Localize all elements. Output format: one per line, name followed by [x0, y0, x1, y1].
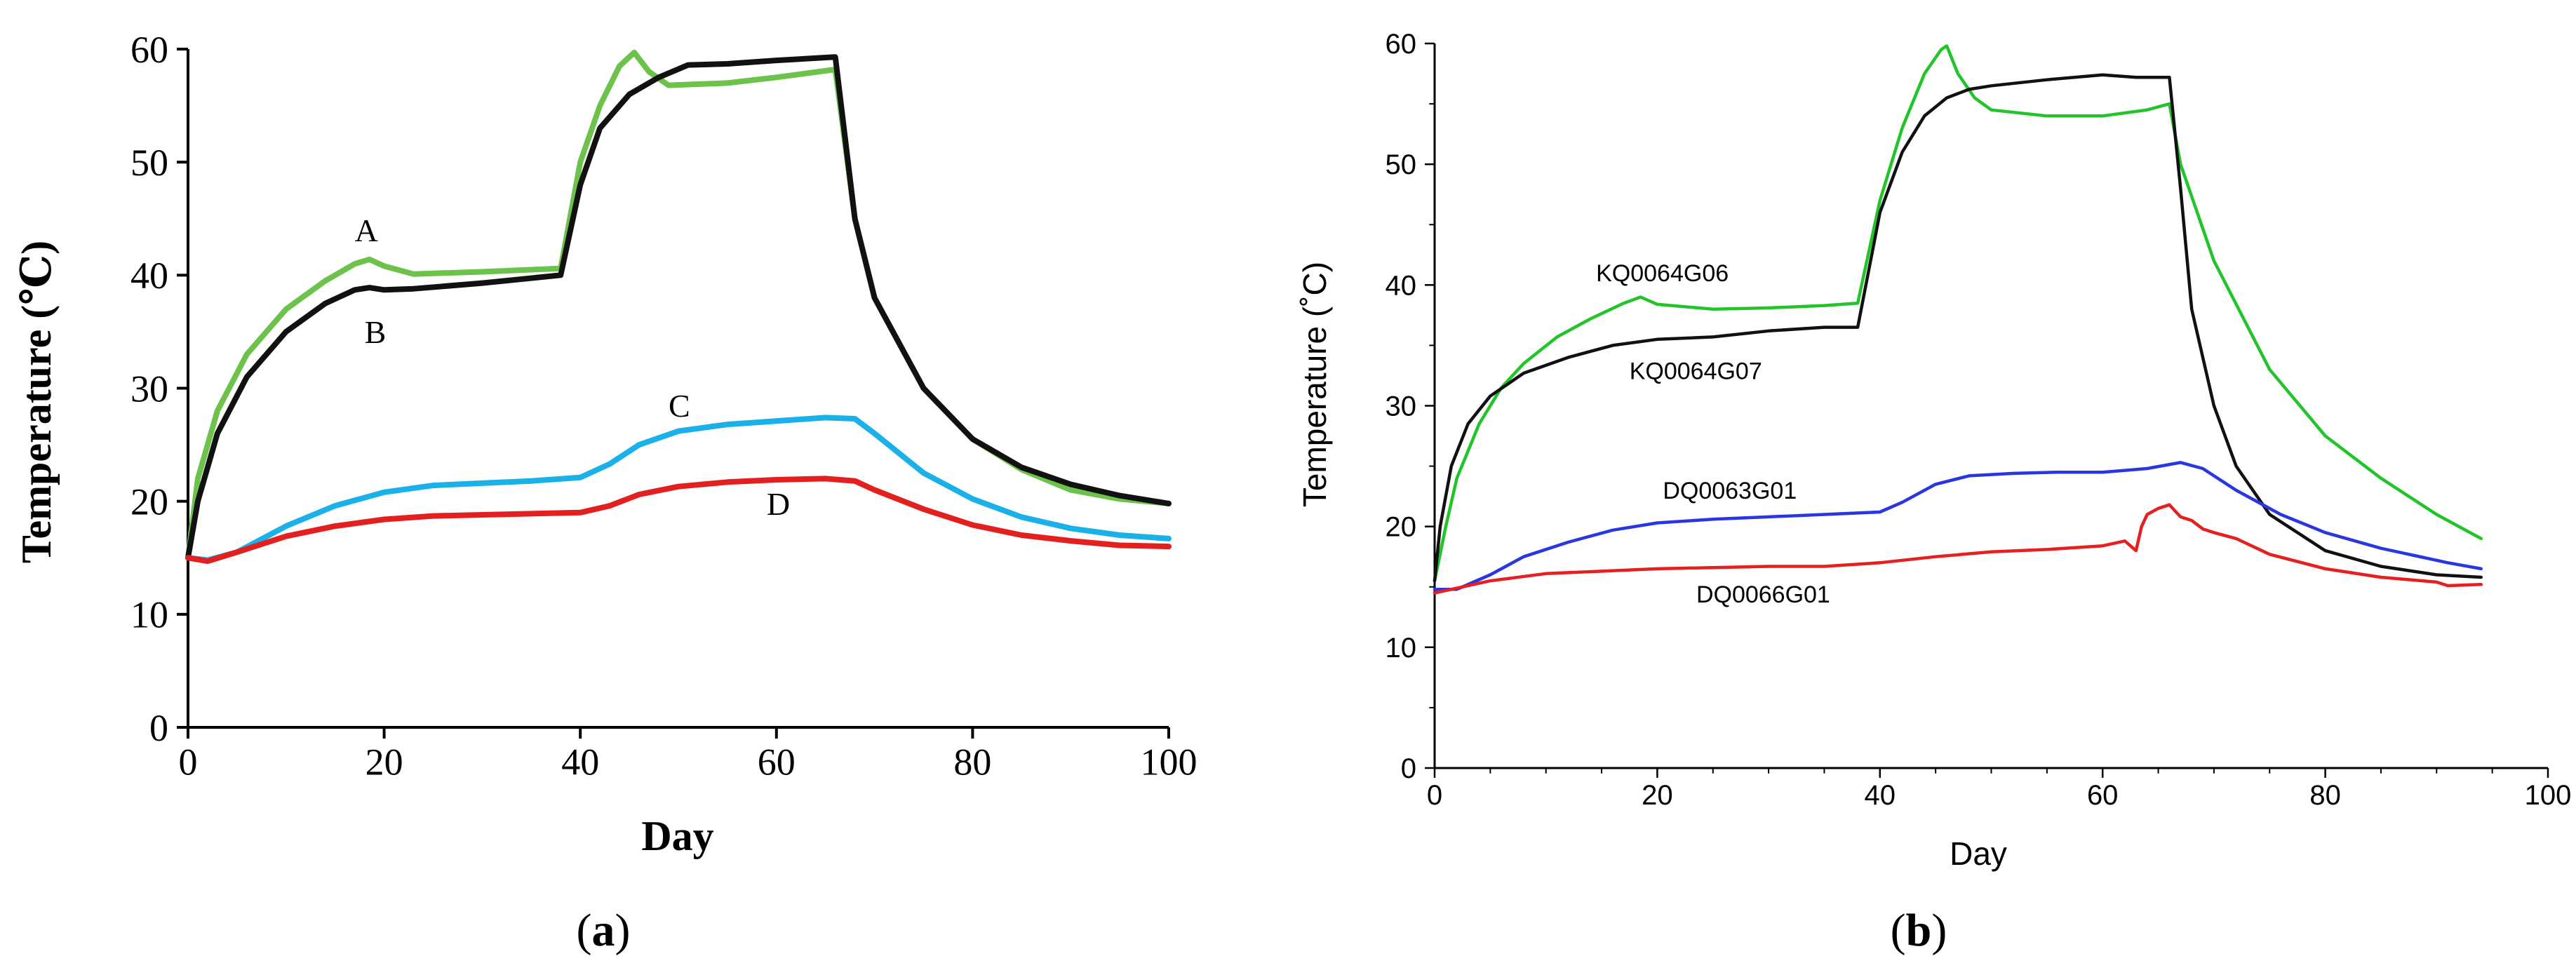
panel-a-series-d — [185, 476, 1172, 565]
panel-a-annotation-b: B — [365, 314, 387, 350]
panel-a-y-tick-label: 30 — [130, 368, 168, 410]
panel-a-y-tick-label: 40 — [130, 255, 168, 297]
panel-b-series-dq0063g01 — [1433, 461, 2483, 591]
panel-b-x-tick-label: 80 — [2309, 780, 2341, 811]
panel-a-x-tick-label: 60 — [758, 741, 796, 783]
panel-b-xlabel: Day — [1950, 835, 2007, 872]
panel-b-x-tick-label: 40 — [1865, 780, 1896, 811]
panel-b-x-tick-label: 0 — [1427, 780, 1442, 811]
panel-b-ylabel: Temperature (˚C) — [1296, 262, 1333, 507]
panel-b-x-tick-label: 60 — [2087, 780, 2119, 811]
panel-a-label: (a) — [577, 905, 631, 956]
panel-a-xlabel: Day — [641, 813, 713, 859]
panel-a-y-tick-label: 10 — [130, 594, 168, 636]
panel-a-annotations: A B C D — [355, 213, 790, 522]
panel-b-x-tick-label: 100 — [2525, 780, 2572, 811]
panel-b-annotation-kq0064g07: KQ0064G07 — [1630, 358, 1762, 385]
panel-a-annotation-a: A — [355, 213, 378, 248]
panel-a-x-tick-label: 100 — [1141, 741, 1198, 783]
panel-b-annotations: KQ0064G06 KQ0064G07 DQ0063G01 DQ0066G01 — [1596, 260, 1830, 608]
panel-b-y-tick-label: 10 — [1386, 633, 1417, 664]
panel-b-axes: 0 20 40 60 80 100 0 10 20 30 40 50 60 — [1386, 29, 2572, 811]
panel-a-chart: 0 20 40 60 80 100 0 10 20 30 40 50 60 A B C D Day Tempe… — [13, 29, 1198, 956]
panel-b-x-tick-label: 20 — [1642, 780, 1673, 811]
panel-a-y-tick-label: 50 — [130, 142, 168, 184]
panel-a-x-tick-label: 80 — [953, 741, 991, 783]
panel-a-series-a — [185, 49, 1172, 561]
panel-a-series — [185, 49, 1172, 565]
panel-a-series-c — [185, 415, 1172, 563]
panel-b-y-tick-label: 20 — [1386, 512, 1417, 543]
panel-a-ylabel: Temperature (℃) — [13, 241, 60, 563]
panel-b-annotation-kq0064g06: KQ0064G06 — [1596, 260, 1729, 287]
panel-b-y-tick-label: 50 — [1386, 149, 1417, 180]
panel-b-y-tick-label: 60 — [1386, 29, 1417, 60]
panel-a-y-tick-label: 60 — [130, 29, 168, 71]
panel-b-y-tick-label: 30 — [1386, 391, 1417, 422]
panel-a-y-tick-label: 0 — [149, 707, 168, 749]
panel-b-annotation-dq0066g01: DQ0066G01 — [1696, 581, 1830, 608]
panel-a-label-letter: a — [592, 905, 615, 956]
panel-b-series — [1433, 44, 2483, 595]
panel-b-series-kq0064g07 — [1433, 73, 2483, 583]
panel-a-x-tick-label: 0 — [179, 741, 198, 783]
panel-a-series-b — [185, 54, 1172, 561]
panel-b-y-tick-label: 40 — [1386, 270, 1417, 301]
panel-b-annotation-dq0063g01: DQ0063G01 — [1663, 478, 1797, 504]
panel-a-y-tick-label: 20 — [130, 481, 168, 523]
panel-b-label: (b) — [1891, 905, 1947, 956]
panel-a-axes: 0 20 40 60 80 100 0 10 20 30 40 50 60 — [130, 29, 1198, 783]
panel-b-series-dq0066g01 — [1433, 503, 2483, 595]
panel-a-x-tick-label: 20 — [365, 741, 403, 783]
panel-b-series-kq0064g06 — [1433, 44, 2483, 583]
panel-a-x-tick-label: 40 — [561, 741, 599, 783]
panel-b-y-tick-label: 0 — [1401, 753, 1416, 784]
panel-a-annotation-c: C — [669, 388, 690, 424]
panel-b-label-letter: b — [1906, 905, 1932, 956]
panel-a-annotation-d: D — [767, 486, 790, 522]
